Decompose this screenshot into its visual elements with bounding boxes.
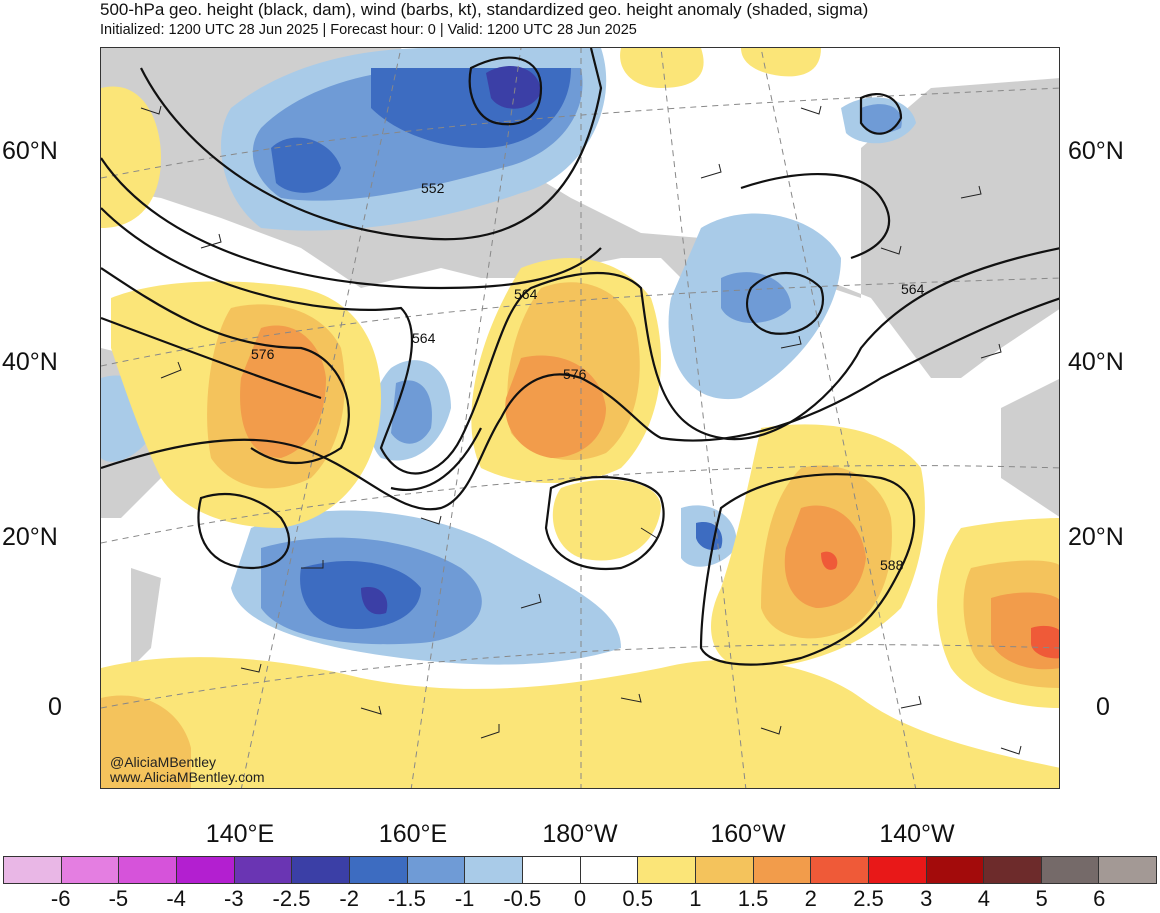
- anomaly-colorbar: [3, 856, 1157, 884]
- lat-label-40n-left: 40°N: [2, 348, 58, 376]
- colorbar-tick-label: 0: [573, 886, 587, 911]
- colorbar-swatch-4: [234, 857, 293, 883]
- colorbar-swatch-3: [176, 857, 235, 883]
- colorbar-tick-label: 5: [1035, 886, 1048, 911]
- colorbar-swatch-18: [1041, 857, 1100, 883]
- lat-label-60n-right: 60°N: [1068, 137, 1124, 165]
- colorbar-swatch-6: [349, 857, 408, 883]
- colorbar-swatch-14: [811, 857, 869, 883]
- colorbar-tick-label: -1: [454, 886, 475, 911]
- colorbar-swatch-8: [465, 857, 523, 883]
- map-canvas: 552 564 564 576 576 564 588: [101, 48, 1059, 788]
- colorbar-tick-label: 1: [689, 886, 702, 911]
- lat-label-0-left: 0: [48, 693, 62, 721]
- colorbar-tick-label: -1.5: [387, 886, 426, 911]
- colorbar-swatch-5: [292, 857, 350, 883]
- chart-subtitle: Initialized: 1200 UTC 28 Jun 2025 | Fore…: [100, 22, 637, 38]
- wind-barbs: [140, 105, 1022, 755]
- colorbar-swatch-7: [407, 857, 466, 883]
- height-contours: [101, 48, 1059, 666]
- colorbar-tick-label: -6: [50, 886, 71, 911]
- colorbar-tick-label: -2: [339, 886, 359, 911]
- colorbar-tick-label: -3: [224, 886, 244, 911]
- credit-handle: @AliciaMBentley: [110, 754, 217, 770]
- colorbar-tick-label: -5: [108, 886, 129, 911]
- lat-label-0-right: 0: [1096, 693, 1110, 721]
- contour-label-564-a: 564: [514, 286, 538, 302]
- contour-label-552: 552: [421, 180, 445, 196]
- colorbar-tick-label: 3: [920, 886, 933, 911]
- contour-labels: 552 564 564 576 576 564 588: [251, 180, 925, 573]
- lat-label-60n-left: 60°N: [2, 137, 58, 165]
- colorbar-tick-label: -0.5: [503, 886, 542, 911]
- colorbar-tick-label: 2.5: [853, 886, 884, 911]
- colorbar-swatch-1: [61, 857, 120, 883]
- colorbar-swatch-15: [868, 857, 927, 883]
- colorbar-tick-label: 1.5: [737, 886, 769, 911]
- lon-label-160e: 160°E: [378, 820, 448, 848]
- lat-label-40n-right: 40°N: [1068, 348, 1124, 376]
- lat-label-20n-right: 20°N: [1068, 523, 1124, 551]
- colorbar-swatch-12: [695, 857, 754, 883]
- colorbar-tick-label: 6: [1093, 886, 1106, 911]
- colorbar-swatch-17: [984, 857, 1042, 883]
- contour-label-576-b: 576: [563, 366, 587, 382]
- lon-label-140e: 140°E: [205, 820, 275, 848]
- lon-label-180w: 180°W: [542, 820, 618, 848]
- colorbar-swatch-2: [119, 857, 177, 883]
- contour-label-576-a: 576: [251, 346, 275, 362]
- lon-label-140w: 140°W: [879, 820, 955, 848]
- colorbar-swatch-10: [580, 857, 639, 883]
- lon-label-160w: 160°W: [710, 820, 786, 848]
- chart-title: 500-hPa geo. height (black, dam), wind (…: [100, 0, 869, 19]
- colorbar-tick-label: -4: [166, 886, 186, 911]
- colorbar-tick-label: 2: [804, 886, 817, 911]
- colorbar-swatch-11: [638, 857, 696, 883]
- colorbar-tick-label: -2.5: [272, 886, 311, 911]
- colorbar-swatch-16: [926, 857, 985, 883]
- map-panel: 552 564 564 576 576 564 588: [100, 47, 1060, 789]
- graticule: [101, 48, 1059, 788]
- contour-label-564-b: 564: [412, 330, 436, 346]
- lat-label-20n-left: 20°N: [2, 523, 58, 551]
- contour-label-564-c: 564: [901, 281, 925, 297]
- colorbar-swatch-13: [753, 857, 812, 883]
- credit-site: www.AliciaMBentley.com: [110, 769, 265, 785]
- colorbar-swatch-19: [1099, 857, 1157, 883]
- colorbar-tick-label: 4: [977, 886, 991, 911]
- contour-label-588: 588: [880, 557, 904, 573]
- colorbar-swatch-0: [4, 857, 62, 883]
- colorbar-swatch-9: [522, 857, 581, 883]
- colorbar-tick-label: 0.5: [622, 886, 653, 911]
